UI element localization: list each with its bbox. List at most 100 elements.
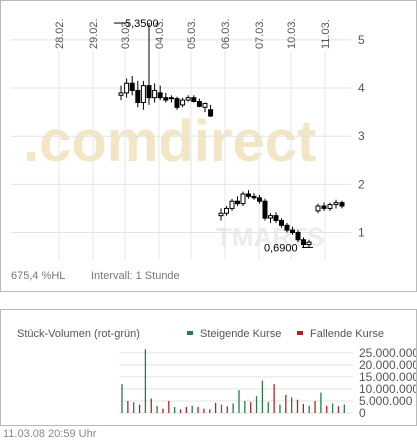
candle-body bbox=[268, 215, 273, 219]
candle bbox=[273, 212, 279, 223]
interval-label: Intervall: 1 Stunde bbox=[91, 270, 180, 282]
x-tick-label: 11.03. bbox=[320, 19, 332, 49]
candle bbox=[185, 95, 191, 102]
candle-body bbox=[163, 97, 169, 101]
legend-rising-swatch bbox=[187, 331, 193, 335]
y-tick-label: 5 bbox=[358, 33, 365, 47]
y-tick-label: 3 bbox=[358, 129, 365, 143]
candle-body bbox=[157, 92, 163, 99]
candle-body bbox=[251, 195, 257, 199]
candle-body bbox=[202, 102, 208, 108]
volume-y-tick-label: 25.000.000 bbox=[359, 346, 416, 360]
candle-body bbox=[246, 193, 251, 197]
x-tick-label: 04.03. bbox=[154, 18, 166, 49]
candle bbox=[180, 97, 186, 108]
candle-body bbox=[129, 82, 135, 91]
high-annotation: 5,3500 bbox=[125, 18, 159, 30]
candle-body bbox=[290, 229, 295, 234]
low-annotation: 0,6900 bbox=[264, 242, 298, 254]
candle-body bbox=[224, 207, 229, 214]
candle bbox=[306, 239, 312, 247]
candle-body bbox=[273, 215, 279, 221]
candle bbox=[168, 95, 174, 103]
candle bbox=[301, 237, 306, 248]
candle bbox=[321, 202, 327, 211]
candle-body bbox=[339, 202, 345, 207]
candle bbox=[146, 23, 152, 105]
candle bbox=[333, 199, 339, 209]
x-tick-label: 03.03. bbox=[120, 18, 132, 49]
legend-rising-label: Steigende Kurse bbox=[200, 328, 281, 340]
x-tick-label: 28.02. bbox=[54, 18, 66, 49]
x-tick-label: 06.03. bbox=[220, 18, 232, 49]
candle bbox=[152, 83, 158, 103]
candle bbox=[268, 213, 273, 223]
volume-y-tick-label: 0 bbox=[359, 406, 366, 420]
volume-chart: Stück-Volumen (rot-grün) Steigende Kurse F… bbox=[17, 328, 416, 420]
candle-body bbox=[185, 97, 191, 101]
volume-y-tick-label: 5.000.000 bbox=[359, 394, 413, 408]
candle-body bbox=[168, 97, 174, 100]
candle bbox=[191, 95, 197, 103]
candle bbox=[118, 85, 124, 101]
candle-body bbox=[333, 202, 339, 206]
y-tick-label: 1 bbox=[358, 226, 365, 240]
candle bbox=[174, 96, 180, 110]
volume-y-tick-label: 15.000.000 bbox=[359, 370, 416, 384]
candle bbox=[295, 230, 301, 243]
candle-body bbox=[315, 205, 321, 212]
legend-falling-label: Fallende Kurse bbox=[310, 328, 384, 340]
candle bbox=[240, 191, 246, 207]
x-tick-label: 07.03. bbox=[254, 18, 266, 49]
candle bbox=[257, 194, 262, 204]
candle bbox=[224, 206, 229, 216]
candle-body bbox=[118, 92, 124, 96]
candle-body bbox=[321, 205, 327, 209]
candle-body bbox=[262, 200, 268, 219]
candle-body bbox=[146, 85, 152, 99]
x-tick-label: 29.02. bbox=[88, 18, 100, 49]
candle-body bbox=[284, 224, 290, 231]
candle bbox=[163, 92, 169, 103]
candle bbox=[140, 80, 146, 110]
candle bbox=[315, 203, 321, 214]
candle bbox=[135, 80, 141, 108]
candle bbox=[157, 85, 163, 101]
candle-body bbox=[218, 212, 224, 217]
candle bbox=[229, 198, 235, 211]
x-tick-label: 05.03. bbox=[186, 18, 198, 49]
candle-body bbox=[208, 109, 214, 117]
candle bbox=[235, 196, 240, 207]
candle bbox=[262, 198, 268, 221]
candle bbox=[129, 76, 135, 96]
candle-body bbox=[257, 197, 262, 202]
candle-body bbox=[140, 85, 146, 103]
candle bbox=[124, 78, 130, 98]
volume-y-tick-label: 10.000.000 bbox=[359, 382, 416, 396]
candle-body bbox=[279, 219, 284, 226]
candle bbox=[339, 200, 345, 209]
volume-title: Stück-Volumen (rot-grün) bbox=[17, 328, 140, 340]
candle-body bbox=[191, 97, 197, 103]
candle-body bbox=[301, 239, 306, 246]
price-change-label: 675,4 %HL bbox=[11, 270, 66, 282]
legend-falling-swatch bbox=[297, 331, 303, 335]
volume-y-tick-label: 20.000.000 bbox=[359, 358, 416, 372]
x-tick-label: 10.03. bbox=[286, 18, 298, 49]
candle-body bbox=[306, 241, 312, 246]
candle bbox=[208, 104, 214, 117]
candle-body bbox=[229, 200, 235, 209]
candle-body bbox=[295, 232, 301, 241]
candle-body bbox=[135, 89, 141, 103]
price-chart-panel: .comdirect TMARTS 1 2 3 4 5 28.02. 29.02. 03.03. 0… bbox=[0, 0, 417, 292]
candle bbox=[202, 102, 208, 113]
watermark-text: .comdirect bbox=[23, 109, 316, 174]
candle-body bbox=[152, 89, 158, 99]
candle bbox=[327, 202, 333, 211]
candle-body bbox=[124, 82, 130, 94]
candle bbox=[290, 226, 295, 235]
candle bbox=[284, 222, 290, 233]
candle bbox=[218, 208, 224, 221]
candle bbox=[196, 98, 202, 108]
